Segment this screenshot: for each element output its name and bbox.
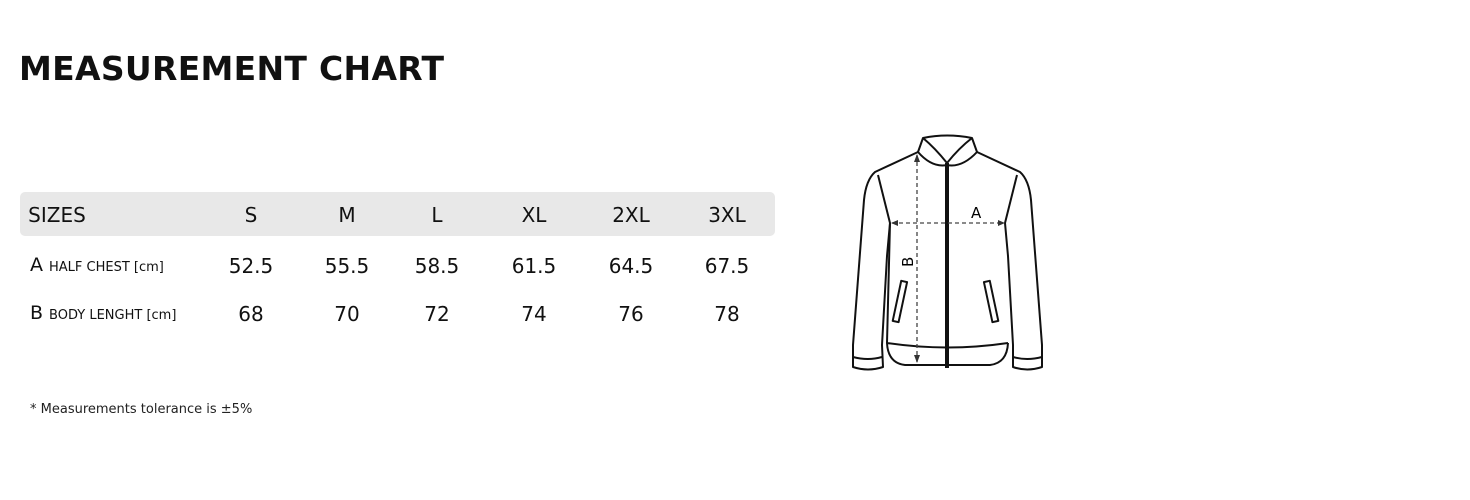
table-cell: 64.5 xyxy=(608,254,654,278)
size-header-L: L xyxy=(431,203,443,227)
page-title: MEASUREMENT CHART xyxy=(19,49,445,88)
cuffs xyxy=(852,356,1043,360)
table-cell: 58.5 xyxy=(414,254,460,278)
tolerance-note: * Measurements tolerance is ±5% xyxy=(30,402,253,417)
row-letter: A xyxy=(30,254,43,276)
size-header-M: M xyxy=(338,203,356,227)
row-label: BODY LENGHT [cm] xyxy=(49,308,177,323)
table-cell: 74 xyxy=(521,302,547,326)
row-label-half-chest: A HALF CHEST [cm] xyxy=(30,254,164,276)
table-cell: 72 xyxy=(424,302,450,326)
size-header-3XL: 3XL xyxy=(708,203,746,227)
table-cell: 55.5 xyxy=(324,254,370,278)
table-header xyxy=(20,192,775,236)
row-label: HALF CHEST [cm] xyxy=(49,260,164,275)
table-cell: 67.5 xyxy=(704,254,750,278)
table-cell: 68 xyxy=(238,302,264,326)
table-cell: 52.5 xyxy=(228,254,274,278)
jacket-right-side xyxy=(976,151,1043,371)
table-cell: 78 xyxy=(714,302,740,326)
table-cell: 70 xyxy=(334,302,360,326)
size-header-XL: XL xyxy=(521,203,547,227)
sizes-header: SIZES xyxy=(28,203,86,227)
left-pocket xyxy=(891,279,909,324)
jacket-left-side xyxy=(852,151,919,371)
size-header-2XL: 2XL xyxy=(612,203,650,227)
row-letter: B xyxy=(30,302,44,324)
size-header-S: S xyxy=(244,203,258,227)
table-cell: 61.5 xyxy=(511,254,557,278)
label-a: A xyxy=(971,204,982,222)
right-pocket xyxy=(982,279,1000,324)
table-cell: 76 xyxy=(618,302,644,326)
jacket-collar xyxy=(917,134,978,167)
row-label-body-length: B BODY LENGHT [cm] xyxy=(30,302,176,324)
label-b: B xyxy=(899,257,917,267)
